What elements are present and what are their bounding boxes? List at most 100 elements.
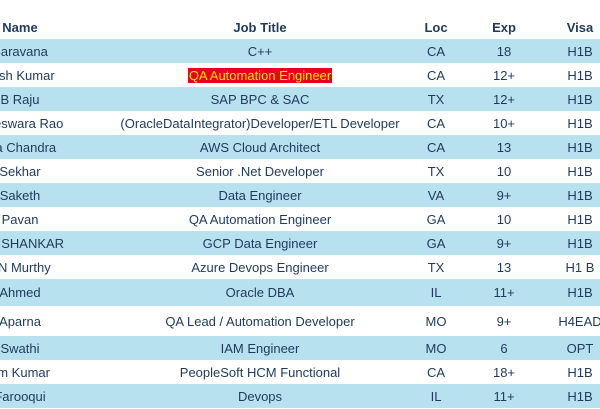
cell-text: PeopleSoft HCM Functional xyxy=(179,364,341,380)
exp-cell: 9+ xyxy=(468,231,540,255)
visa-cell: H1B xyxy=(540,207,600,231)
job-title-cell: AWS Cloud Architect xyxy=(115,135,405,159)
cell-text: AWS Cloud Architect xyxy=(199,139,321,155)
cell-text: H1B xyxy=(567,115,593,131)
name-cell: rna Chandra xyxy=(0,135,60,159)
cell-text: IL xyxy=(430,388,442,404)
job-title-cell: QA Automation Engineer xyxy=(115,207,405,231)
cell-text: H1 B xyxy=(565,259,595,275)
cell-text: 12+ xyxy=(492,91,516,107)
exp-cell: 11+ xyxy=(468,384,540,408)
cell-text: Saketh xyxy=(0,187,41,203)
cell-text: CA xyxy=(426,139,446,155)
exp-cell: 12+ xyxy=(468,87,540,111)
cell-text: IAM Engineer xyxy=(220,340,300,356)
visa-cell: H1B xyxy=(540,183,600,207)
cell-text: ANI SHANKAR xyxy=(0,235,65,251)
name-cell: Sekhar xyxy=(0,159,60,183)
cell-text: TX xyxy=(427,259,445,275)
job-title-cell: IAM Engineer xyxy=(115,336,405,360)
cell-text: 11+ xyxy=(493,285,515,300)
table-row: Swathi IAM Engineer MO 6 OPT xyxy=(0,336,600,360)
visa-cell: H1 B xyxy=(540,255,600,279)
table-row: B Raju SAP BPC & SAC TX 12+ H1B xyxy=(0,87,600,111)
exp-cell: 12+ xyxy=(468,63,540,87)
table-row: am Kumar PeopleSoft HCM Functional CA 18+ H1… xyxy=(0,360,600,384)
visa-header: Visa xyxy=(540,15,600,39)
name-cell: Saravana xyxy=(0,39,60,63)
cell-text: IL xyxy=(430,285,442,300)
cell-text: 9+ xyxy=(496,235,512,251)
exp-cell: 11+ xyxy=(468,279,540,306)
cell-text: OPT xyxy=(566,340,594,356)
cell-text: Loc xyxy=(424,19,448,35)
job-title-cell: GCP Data Engineer xyxy=(115,231,405,255)
exp-header: Exp xyxy=(468,15,540,39)
cell-text: H4EAD xyxy=(558,313,600,329)
cell-text: CA xyxy=(426,364,446,380)
cell-text: Ahmed xyxy=(0,285,41,300)
cell-text: H1B xyxy=(567,364,593,380)
visa-cell: H1B xyxy=(540,159,600,183)
cell-text: GCP Data Engineer xyxy=(202,235,318,251)
loc-cell: VA xyxy=(405,183,467,207)
cell-text: Data Engineer xyxy=(218,187,302,203)
job-title-cell: Azure Devops Engineer xyxy=(115,255,405,279)
cell-text: H1B xyxy=(567,187,593,203)
cell-text: H1B xyxy=(567,67,593,83)
cell-text: Visa xyxy=(566,19,594,35)
cell-text: am Kumar xyxy=(0,364,50,380)
name-cell: Farooqui xyxy=(0,384,60,408)
cell-text: Senior .Net Developer xyxy=(196,163,324,179)
cell-text: TX xyxy=(427,91,445,107)
exp-cell: 10 xyxy=(468,207,540,231)
table-row: thish Kumar QA Automation Engineer CA 12+ H1… xyxy=(0,63,600,87)
header-row: Name Job Title Loc Exp Visa xyxy=(0,15,600,39)
job-title-cell: Data Engineer xyxy=(115,183,405,207)
exp-cell: 10+ xyxy=(468,111,540,135)
exp-cell: 9+ xyxy=(468,183,540,207)
exp-cell: 9+ xyxy=(468,306,540,336)
cell-text: Pavan xyxy=(1,211,39,227)
job-title-header: Job Title xyxy=(115,15,405,39)
name-cell: Swathi xyxy=(0,336,60,360)
cell-text: 11+ xyxy=(493,388,515,404)
cell-text: 10 xyxy=(496,163,512,179)
exp-cell: 13 xyxy=(468,135,540,159)
cell-text: H1B xyxy=(567,211,593,227)
table-row: Saketh Data Engineer VA 9+ H1B xyxy=(0,183,600,207)
cell-text: Farooqui xyxy=(0,388,46,404)
job-title-cell: Devops xyxy=(115,384,405,408)
cell-text: CA xyxy=(426,115,446,131)
loc-cell: GA xyxy=(405,207,467,231)
visa-cell: OPT xyxy=(540,336,600,360)
job-title-cell: Oracle DBA xyxy=(115,279,405,306)
cell-text: Exp xyxy=(492,19,516,35)
name-cell: Saketh xyxy=(0,183,60,207)
cell-text: kateswara Rao xyxy=(0,115,64,131)
cell-text: SN Murthy xyxy=(0,259,51,275)
loc-cell: GA xyxy=(405,231,467,255)
visa-cell: H1B xyxy=(540,63,600,87)
job-title-cell: (OracleDataIntegrator)Developer/ETL Deve… xyxy=(115,111,405,135)
cell-text: TX xyxy=(427,163,445,179)
visa-cell: H1B xyxy=(540,279,600,306)
name-cell: SN Murthy xyxy=(0,255,60,279)
loc-cell: CA xyxy=(405,360,467,384)
cell-text: (OracleDataIntegrator)Developer/ETL Deve… xyxy=(120,115,400,131)
visa-cell: H1B xyxy=(540,87,600,111)
cell-text: Swathi xyxy=(0,340,40,356)
name-cell: thish Kumar xyxy=(0,63,60,87)
loc-cell: IL xyxy=(405,384,467,408)
table-row: Farooqui Devops IL 11+ H1B xyxy=(0,384,600,408)
cell-text: 6 xyxy=(500,340,508,356)
table-row: SN Murthy Azure Devops Engineer TX 13 H1 B xyxy=(0,255,600,279)
table-row: kateswara Rao (OracleDataIntegrator)Devel… xyxy=(0,111,600,135)
cell-text: H1B xyxy=(567,91,593,107)
cell-text: Aparna xyxy=(0,313,41,329)
table-row: Ahmed Oracle DBA IL 11+ H1B xyxy=(0,279,600,306)
cell-text: H1B xyxy=(567,388,593,404)
visa-cell: H1B xyxy=(540,111,600,135)
job-title-cell: Senior .Net Developer xyxy=(115,159,405,183)
